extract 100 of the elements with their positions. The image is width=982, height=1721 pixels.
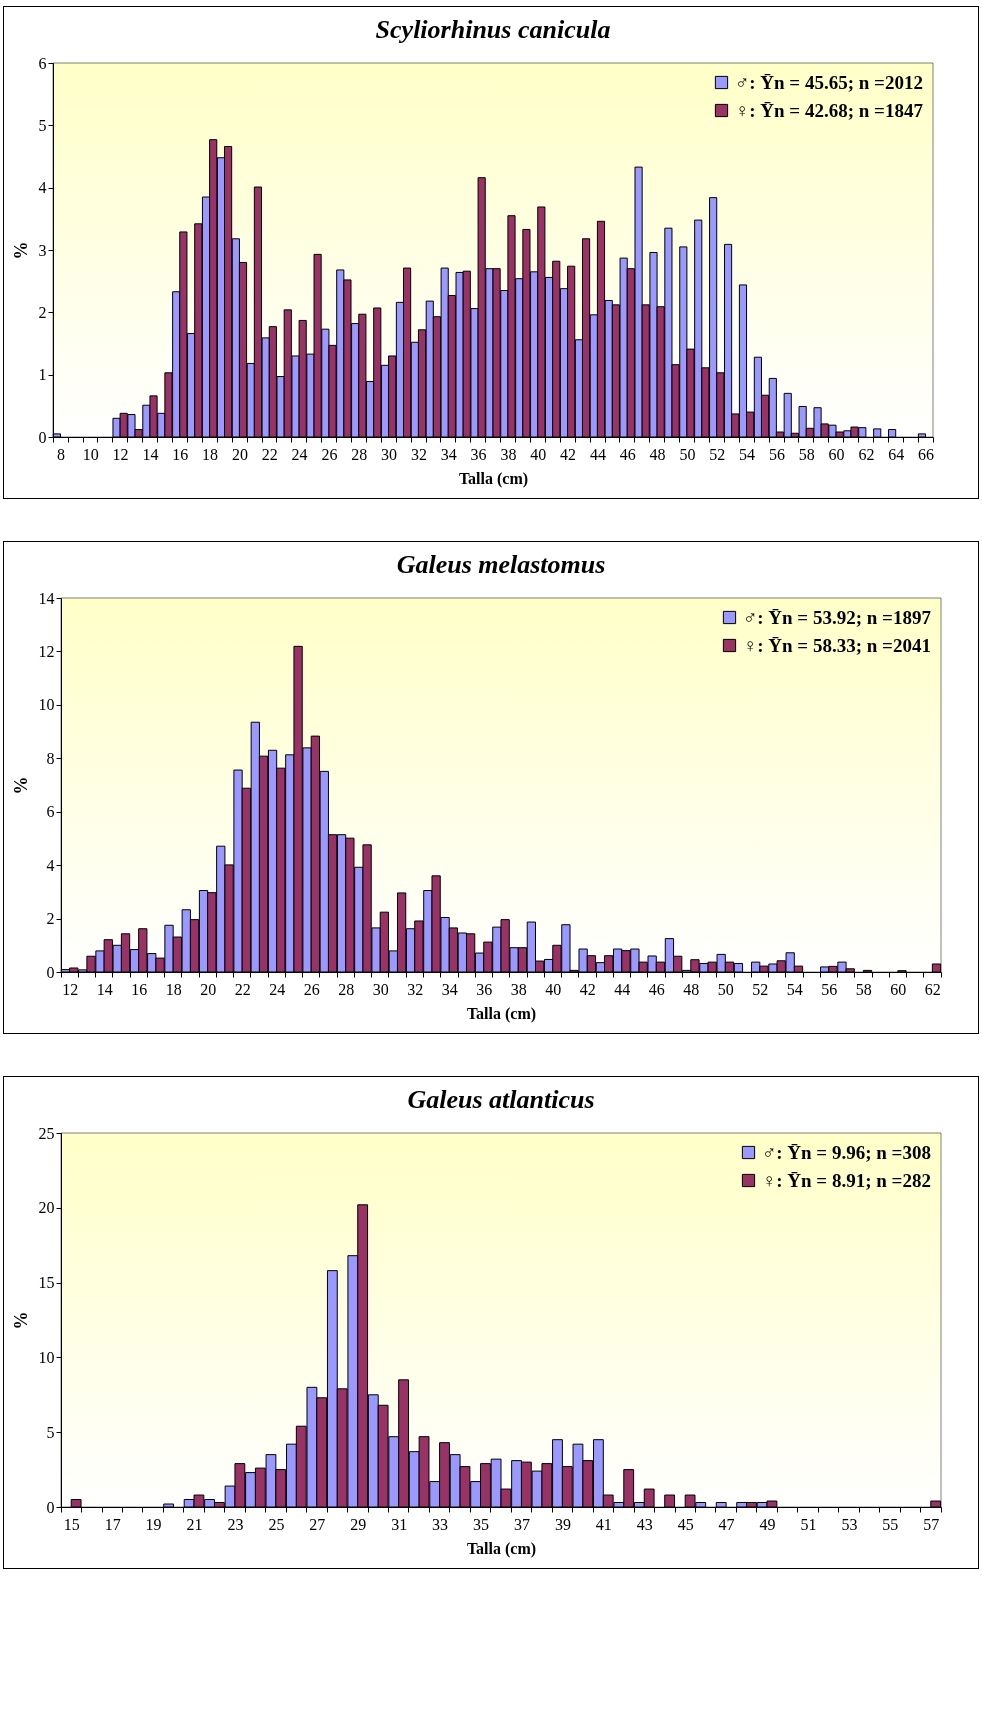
x-tick-label: 52 bbox=[709, 445, 726, 463]
x-tick-label: 54 bbox=[786, 980, 803, 998]
x-tick-label: 23 bbox=[227, 1515, 244, 1533]
x-tick-label: 20 bbox=[200, 980, 217, 998]
x-tick-label: 22 bbox=[261, 445, 278, 463]
x-tick-label: 47 bbox=[718, 1515, 735, 1533]
y-tick-label: 15 bbox=[38, 1274, 55, 1292]
y-tick-label: 25 bbox=[38, 1124, 55, 1142]
chart-title: Galeus melastomus bbox=[396, 550, 606, 579]
x-tick-label: 41 bbox=[595, 1515, 612, 1533]
x-tick-label: 18 bbox=[202, 445, 219, 463]
x-tick-label: 36 bbox=[476, 980, 493, 998]
x-tick-label: 40 bbox=[545, 980, 562, 998]
x-axis-title: Talla (cm) bbox=[466, 1004, 537, 1023]
x-tick-label: 24 bbox=[291, 445, 308, 463]
y-axis-title: % bbox=[10, 241, 31, 260]
x-tick-label: 18 bbox=[165, 980, 182, 998]
y-tick-label: 2 bbox=[46, 910, 55, 928]
x-tick-label: 44 bbox=[589, 445, 606, 463]
legend-label: ♀: Ȳn = 8.91; n =282 bbox=[762, 1169, 931, 1191]
x-tick-label: 39 bbox=[554, 1515, 571, 1533]
x-tick-label: 51 bbox=[800, 1515, 817, 1533]
x-tick-label: 38 bbox=[510, 980, 527, 998]
x-tick-label: 49 bbox=[759, 1515, 776, 1533]
y-tick-label: 10 bbox=[38, 1348, 55, 1366]
legend-label: ♂: Ȳn = 45.65; n =2012 bbox=[735, 71, 923, 93]
x-tick-label: 56 bbox=[768, 445, 785, 463]
y-axis-title: % bbox=[10, 1311, 31, 1330]
y-tick-label: 6 bbox=[38, 54, 47, 72]
x-tick-label: 33 bbox=[432, 1515, 449, 1533]
x-tick-label: 50 bbox=[717, 980, 734, 998]
x-tick-label: 15 bbox=[63, 1515, 80, 1533]
y-tick-label: 6 bbox=[46, 803, 55, 821]
x-tick-label: 30 bbox=[381, 445, 398, 463]
x-tick-label: 16 bbox=[172, 445, 189, 463]
x-tick-label: 55 bbox=[882, 1515, 899, 1533]
x-tick-label: 64 bbox=[888, 445, 905, 463]
x-tick-label: 62 bbox=[858, 445, 875, 463]
x-tick-label: 12 bbox=[62, 980, 79, 998]
x-tick-label: 57 bbox=[923, 1515, 940, 1533]
y-tick-label: 0 bbox=[46, 963, 55, 981]
x-tick-label: 35 bbox=[473, 1515, 490, 1533]
x-tick-label: 28 bbox=[338, 980, 355, 998]
x-tick-label: 21 bbox=[186, 1515, 203, 1533]
chart-title: Galeus atlanticus bbox=[407, 1085, 595, 1114]
y-tick-label: 0 bbox=[46, 1498, 55, 1516]
x-tick-label: 40 bbox=[530, 445, 547, 463]
x-tick-label: 28 bbox=[351, 445, 368, 463]
legend-label: ♂: Ȳn = 53.92; n =1897 bbox=[743, 606, 932, 628]
x-tick-label: 62 bbox=[924, 980, 941, 998]
y-axis-title: % bbox=[10, 776, 31, 795]
x-tick-label: 26 bbox=[321, 445, 338, 463]
y-tick-label: 4 bbox=[46, 856, 55, 874]
x-tick-label: 27 bbox=[309, 1515, 326, 1533]
y-tick-label: 12 bbox=[38, 642, 55, 660]
x-tick-label: 60 bbox=[828, 445, 845, 463]
x-tick-label: 58 bbox=[855, 980, 872, 998]
x-tick-label: 16 bbox=[131, 980, 148, 998]
y-tick-label: 0 bbox=[38, 428, 47, 446]
x-tick-label: 31 bbox=[391, 1515, 408, 1533]
x-tick-label: 53 bbox=[841, 1515, 858, 1533]
x-axis-title: Talla (cm) bbox=[458, 469, 529, 488]
x-tick-label: 38 bbox=[500, 445, 517, 463]
x-tick-label: 19 bbox=[145, 1515, 162, 1533]
x-tick-label: 46 bbox=[648, 980, 665, 998]
y-tick-label: 8 bbox=[46, 749, 55, 767]
legend-label: ♀: Ȳn = 58.33; n =2041 bbox=[743, 634, 931, 656]
x-axis-title: Talla (cm) bbox=[466, 1539, 537, 1558]
x-tick-label: 32 bbox=[407, 980, 424, 998]
x-tick-label: 22 bbox=[234, 980, 251, 998]
x-tick-label: 48 bbox=[649, 445, 666, 463]
y-tick-label: 5 bbox=[38, 116, 47, 134]
x-tick-label: 34 bbox=[440, 445, 457, 463]
legend-label: ♀: Ȳn = 42.68; n =1847 bbox=[735, 99, 924, 121]
x-tick-label: 60 bbox=[890, 980, 907, 998]
legend-label: ♂: Ȳn = 9.96; n =308 bbox=[762, 1141, 931, 1163]
x-tick-label: 52 bbox=[752, 980, 769, 998]
x-tick-label: 14 bbox=[96, 980, 113, 998]
x-tick-label: 58 bbox=[798, 445, 815, 463]
x-tick-label: 44 bbox=[614, 980, 631, 998]
x-tick-label: 46 bbox=[619, 445, 636, 463]
x-tick-label: 34 bbox=[441, 980, 458, 998]
x-tick-label: 50 bbox=[679, 445, 696, 463]
y-tick-label: 3 bbox=[38, 241, 47, 259]
x-tick-label: 45 bbox=[677, 1515, 694, 1533]
y-tick-label: 10 bbox=[38, 696, 55, 714]
x-tick-label: 56 bbox=[821, 980, 838, 998]
x-tick-label: 30 bbox=[372, 980, 389, 998]
x-tick-label: 20 bbox=[231, 445, 248, 463]
x-tick-label: 54 bbox=[739, 445, 756, 463]
y-tick-label: 2 bbox=[38, 303, 47, 321]
x-tick-label: 42 bbox=[560, 445, 577, 463]
x-tick-label: 42 bbox=[579, 980, 596, 998]
x-tick-label: 37 bbox=[513, 1515, 530, 1533]
x-tick-label: 14 bbox=[142, 445, 159, 463]
y-tick-label: 5 bbox=[46, 1423, 55, 1441]
y-tick-label: 20 bbox=[38, 1199, 55, 1217]
chart-title: Scyliorhinus canicula bbox=[375, 15, 611, 44]
x-tick-label: 25 bbox=[268, 1515, 285, 1533]
x-tick-label: 26 bbox=[303, 980, 320, 998]
